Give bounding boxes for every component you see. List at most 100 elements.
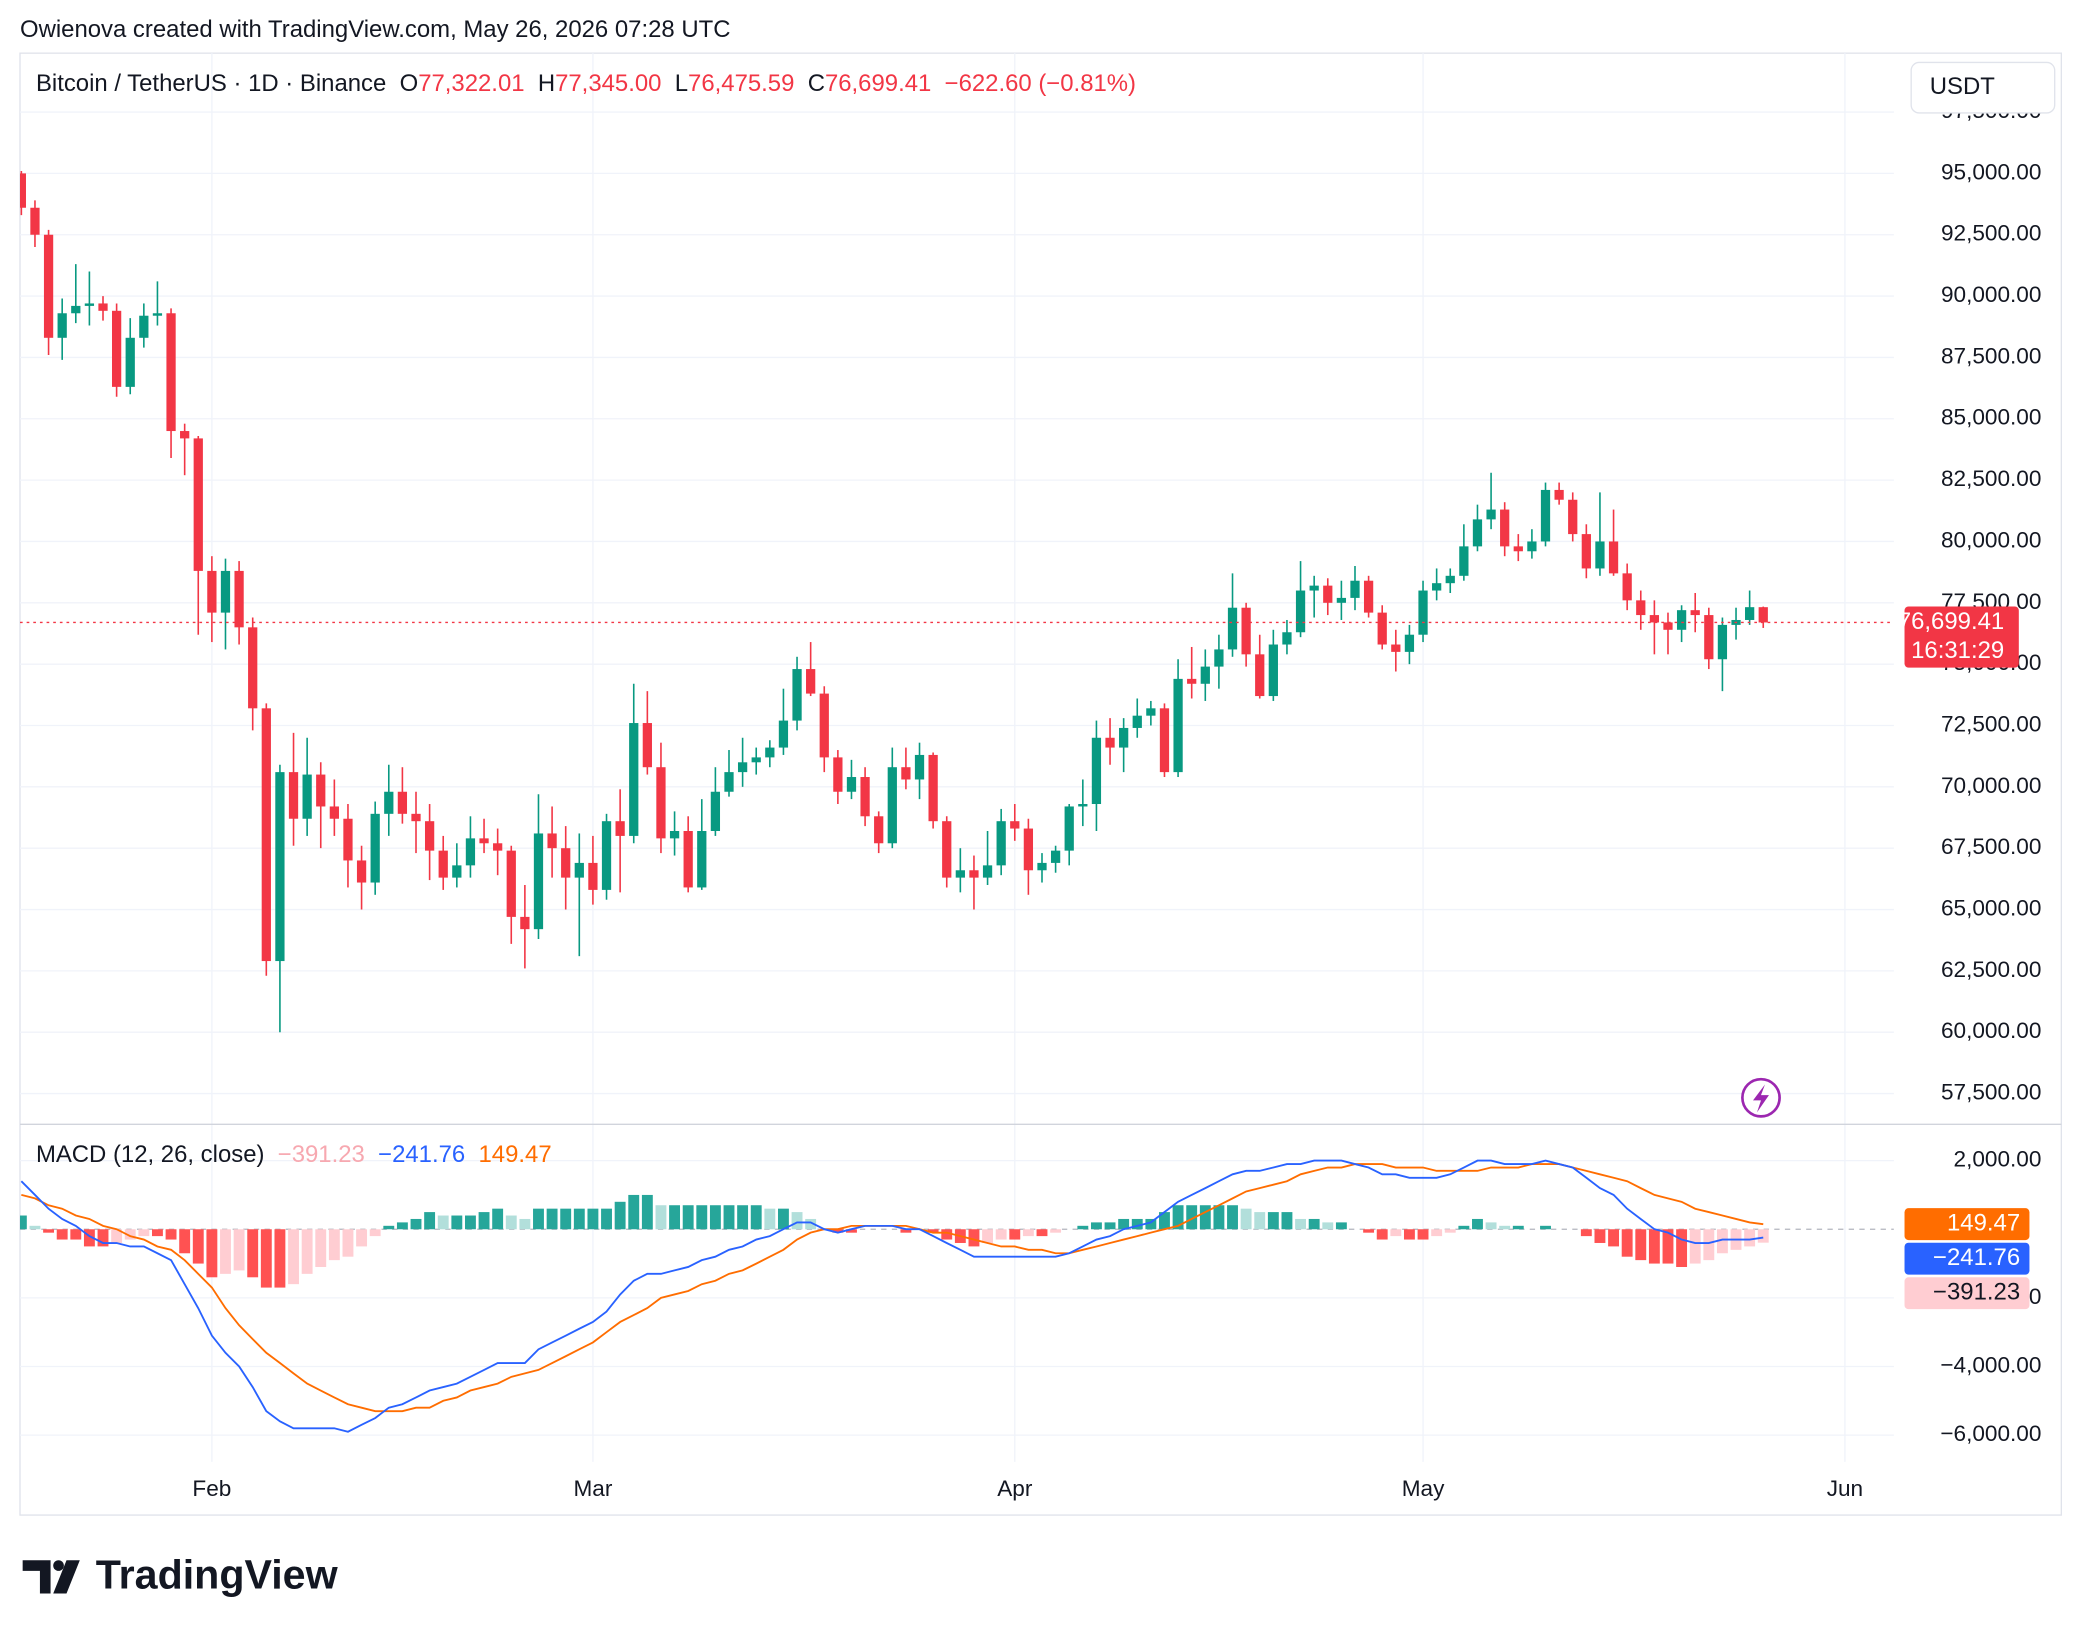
candle-body [1227, 607, 1238, 650]
histogram-bar [995, 1229, 1007, 1240]
histogram-bar [777, 1208, 789, 1230]
histogram-bar [1159, 1212, 1170, 1230]
histogram-bar [723, 1205, 735, 1230]
histogram-bar [1090, 1222, 1102, 1230]
candle-body [465, 838, 476, 866]
candle-body [1581, 534, 1591, 569]
currency-box[interactable] [1910, 61, 2056, 114]
histogram-bar [1635, 1229, 1647, 1261]
histogram-bar [1689, 1229, 1701, 1264]
candle-body [1595, 541, 1605, 569]
candle-body [493, 843, 503, 851]
candle-body [424, 821, 435, 851]
histogram-bar [1077, 1225, 1089, 1230]
ohlc-value: 77,345.00 [555, 70, 661, 97]
candle-body [1132, 715, 1142, 728]
y-tick-label: 87,500.00 [1941, 343, 2041, 368]
histogram-bar [982, 1229, 994, 1243]
candle-body [1309, 585, 1319, 591]
candle-body [996, 821, 1006, 866]
chart-frame [19, 52, 2063, 1516]
candle-body [928, 754, 938, 822]
candle-body [1445, 575, 1455, 584]
candle-body [275, 772, 285, 962]
logo: TradingView [22, 1551, 339, 1597]
histogram-bar [1118, 1218, 1130, 1230]
axes: 57,500.00 60,000.00 62,500.00 65,000.00 67,5… [192, 98, 2041, 1501]
macd-value-box [1904, 1242, 2030, 1275]
histogram-bar [805, 1218, 817, 1230]
candle-body [846, 777, 857, 792]
y-tick-label: 85,000.00 [1941, 405, 2041, 430]
histogram-bar [1444, 1229, 1456, 1233]
histogram-bar [1322, 1222, 1334, 1230]
histogram-bar [846, 1229, 857, 1233]
candle-body [1363, 580, 1374, 613]
candle-body [1745, 607, 1755, 620]
last-price: 76,699.41 [1898, 608, 2004, 635]
histogram-bar [750, 1205, 762, 1230]
candle-body [1295, 590, 1306, 633]
ohlc-key: O [400, 70, 419, 97]
candle-body [84, 303, 95, 306]
histogram-bar [791, 1212, 803, 1230]
candle-body [302, 774, 312, 819]
candle-body [1350, 580, 1360, 598]
histogram-bar [152, 1229, 163, 1237]
candle-body [737, 762, 748, 773]
histogram-bar [1676, 1229, 1688, 1267]
histogram-bar [1172, 1205, 1184, 1230]
icon-bolt[interactable] [1753, 1084, 1769, 1113]
candle-body [43, 234, 54, 338]
candle-body [19, 173, 26, 208]
signal-value-box [1904, 1208, 2030, 1241]
histogram-bar [941, 1229, 953, 1240]
x-tick-label: Apr [997, 1476, 1033, 1501]
candle-body [139, 315, 149, 338]
histogram-value-box [1904, 1277, 2030, 1310]
candle-body [833, 757, 843, 792]
symbol: Bitcoin / TetherUS · 1D · Binance [36, 70, 386, 97]
candle-body [860, 777, 870, 817]
candle-body [220, 570, 231, 613]
histogram-bar [1580, 1229, 1592, 1237]
candle-body [180, 431, 190, 439]
histogram-bar [601, 1208, 612, 1230]
candle-body [778, 720, 789, 748]
histogram-bar [1335, 1222, 1347, 1230]
macd-legend: MACD (12, 26, close) −391.23 −241.76 149.47 [36, 1142, 552, 1169]
histogram-bar [165, 1229, 177, 1240]
lightning-icon[interactable] [1741, 1077, 1781, 1118]
y-tick-label: 80,000.00 [1941, 527, 2041, 552]
candle-body [1404, 634, 1415, 652]
histogram-bar [1363, 1229, 1375, 1233]
histogram-bar [1131, 1218, 1143, 1230]
histogram-bar [206, 1229, 218, 1278]
histogram-bar [1716, 1229, 1728, 1254]
y-tick-label: 82,500.00 [1941, 466, 2041, 491]
candle-body [1173, 678, 1183, 773]
candle-body [1758, 607, 1768, 623]
histogram-bar [1458, 1225, 1470, 1230]
histogram-bar [288, 1229, 299, 1285]
y-tick-label: 57,500.00 [1941, 1080, 2041, 1105]
histogram-bar [519, 1218, 531, 1230]
histogram-bar [451, 1215, 463, 1230]
candle-body [615, 821, 625, 836]
y-tick-label: 70,000.00 [1941, 773, 2041, 798]
candle-body [1568, 499, 1578, 535]
histogram-bar [1295, 1218, 1307, 1230]
candle-body [1418, 590, 1428, 635]
histogram-bar [968, 1229, 980, 1247]
histogram-bar [927, 1229, 939, 1233]
candle-body [914, 754, 925, 780]
histogram-bar [43, 1229, 55, 1233]
y-tick-label: 65,000.00 [1941, 895, 2041, 920]
candle-body [1432, 583, 1442, 591]
candle-body [1513, 546, 1523, 552]
symbol-legend: Bitcoin / TetherUS · 1D · Binance O77,322… [36, 70, 1136, 97]
currency-button[interactable]: USDT [1910, 61, 2056, 114]
histogram-value: −391.23 [1933, 1279, 2020, 1306]
currency[interactable]: USDT [1930, 73, 1995, 100]
